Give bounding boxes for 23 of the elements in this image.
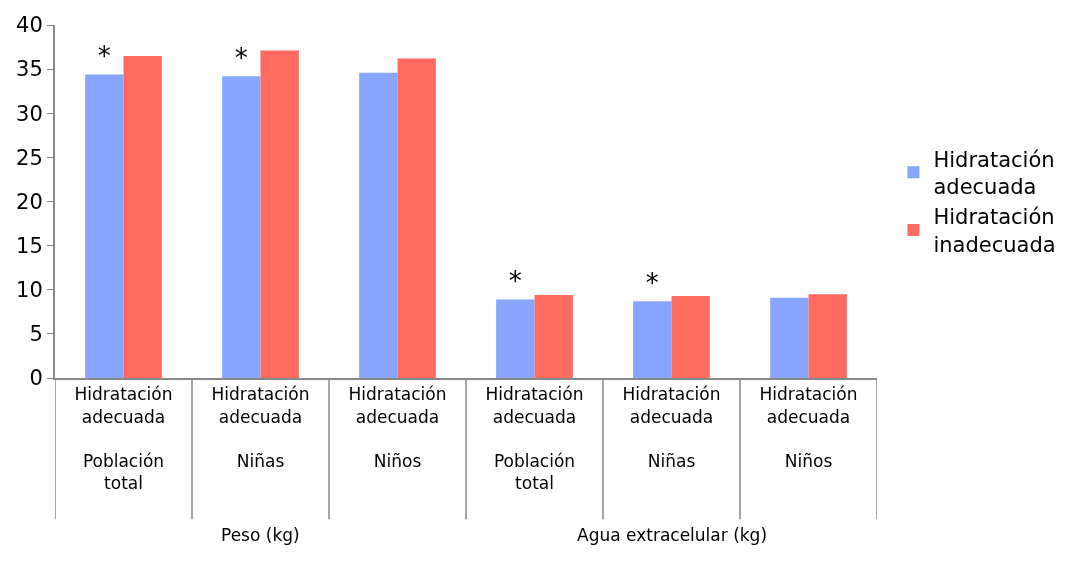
data-label: * [508, 266, 522, 297]
category-label: Hidratación adecuada Población total [74, 384, 173, 493]
y-tick-label: 15 [16, 233, 43, 258]
text: Agua extracelular (kg) [577, 525, 768, 545]
category-label: Hidratación adecuada Niñas [622, 384, 721, 471]
y-tick-label: 40 [16, 13, 43, 38]
data-label: * [234, 43, 248, 74]
data-label: * [645, 268, 659, 299]
y-tick-label: 0 [29, 366, 43, 391]
legend-label: Hidratación adecuada [933, 147, 1055, 200]
category-label: Hidratación adecuada Niños [348, 384, 447, 471]
y-tick-label: 25 [16, 145, 43, 170]
legend-label: Hidratación inadecuada [933, 205, 1056, 257]
text: Peso (kg) [221, 525, 300, 545]
y-tick-label: 30 [16, 101, 43, 126]
category-label: Hidratación adecuada Población total [485, 384, 584, 493]
data-label: * [97, 41, 111, 72]
y-tick-label: 10 [16, 278, 43, 303]
y-tick-label: 20 [16, 189, 43, 214]
y-tick-label: 5 [29, 322, 43, 347]
category-label: Hidratación adecuada Niños [759, 384, 858, 471]
category-label: Hidratación adecuada Niñas [211, 384, 310, 471]
y-tick-label: 35 [16, 57, 43, 82]
